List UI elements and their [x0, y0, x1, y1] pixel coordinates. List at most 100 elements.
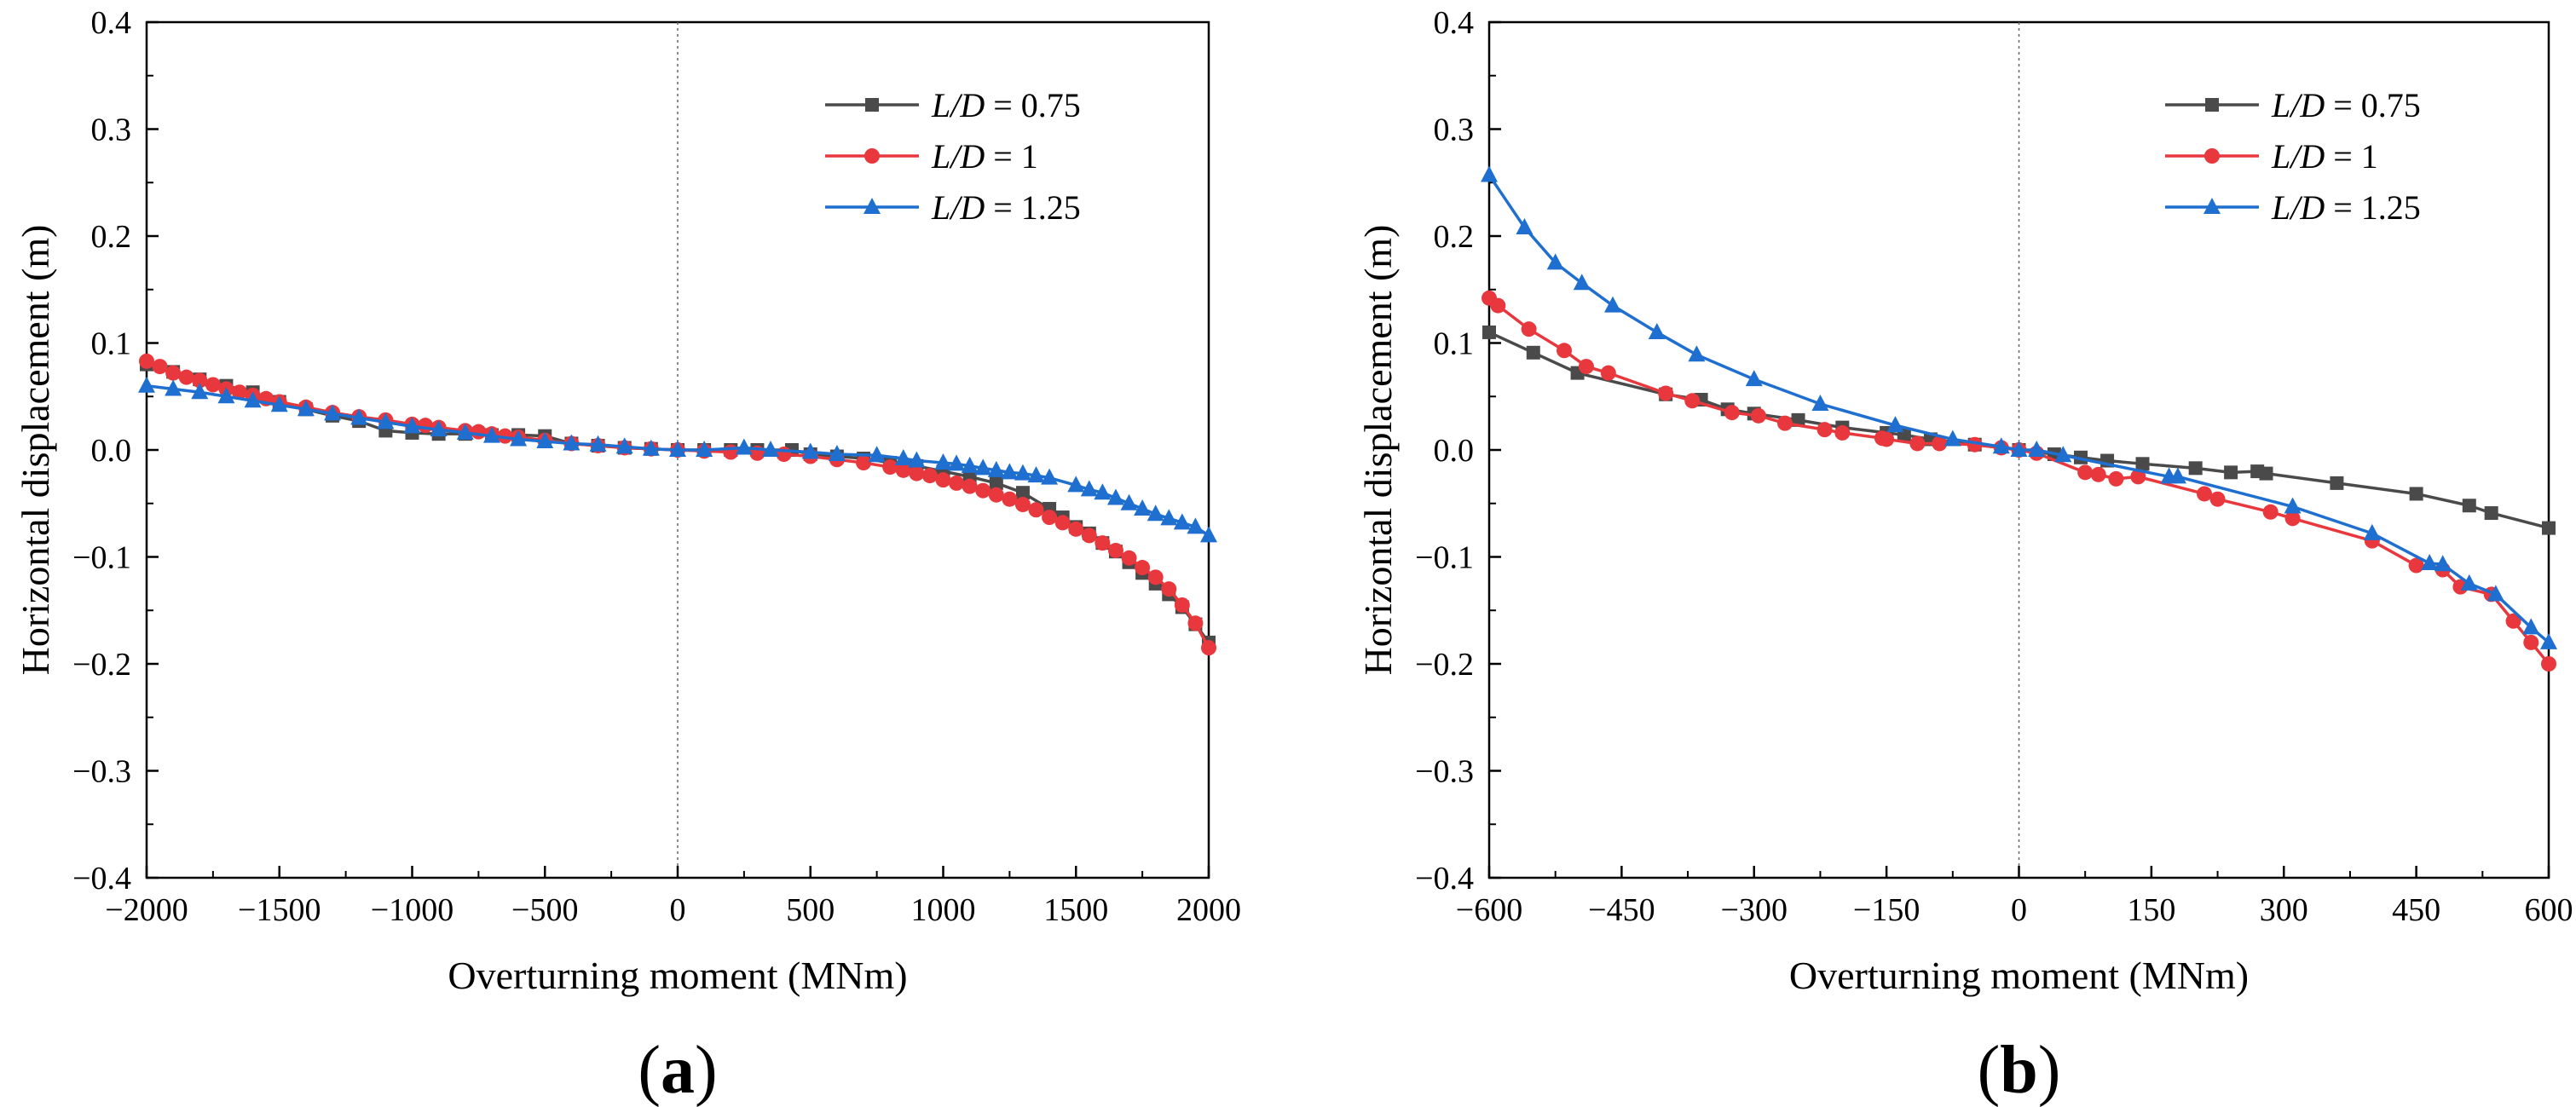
x-tick-label: −1500 — [238, 892, 321, 928]
data-point — [1027, 466, 1045, 483]
data-point — [232, 384, 248, 401]
data-point — [988, 487, 1004, 503]
data-point — [2486, 585, 2504, 602]
data-point — [497, 428, 513, 444]
x-tick-label: 500 — [786, 892, 835, 928]
y-tick-label: −0.3 — [72, 754, 131, 790]
data-point — [2108, 470, 2124, 487]
data-point — [696, 441, 713, 457]
legend-label-variable: L/D — [2271, 137, 2325, 176]
data-point — [2090, 466, 2106, 482]
data-point — [2434, 555, 2452, 572]
y-tick-label: 0.0 — [91, 433, 132, 469]
data-point — [2363, 523, 2381, 540]
data-point — [1834, 424, 1851, 441]
legend: L/D = 0.75L/D = 1L/D = 1.25 — [825, 86, 1081, 227]
data-point — [1146, 504, 1164, 522]
legend-marker — [2203, 198, 2221, 214]
legend-label: L/D = 1.25 — [2271, 188, 2421, 227]
data-point — [2259, 466, 2273, 481]
y-tick-label: −0.1 — [72, 540, 131, 576]
legend-label-variable: L/D — [931, 86, 985, 124]
x-axis-title: Overturning moment (MNm) — [1789, 954, 2249, 997]
data-point — [1879, 431, 1895, 447]
data-point — [2054, 446, 2072, 463]
data-point — [1490, 297, 1506, 314]
data-point — [1557, 343, 1573, 359]
data-point — [1187, 615, 1204, 631]
data-point — [1106, 488, 1124, 505]
y-tick-label: 0.1 — [91, 326, 132, 362]
data-point — [178, 369, 194, 385]
data-point — [1816, 422, 1833, 438]
data-point — [471, 424, 487, 440]
x-tick-label: 1000 — [911, 892, 976, 928]
legend-marker — [2204, 148, 2220, 164]
data-point — [801, 442, 819, 459]
data-point — [589, 435, 607, 452]
data-point — [1120, 493, 1138, 510]
panel-a: −2000 −1500 −1000 −500 0 500 1000 1500 2000 −0.4 −… — [14, 5, 1241, 1107]
data-point — [2408, 557, 2424, 574]
data-point — [2169, 467, 2186, 484]
data-point — [1521, 321, 1537, 337]
x-tick-label: −2000 — [105, 892, 188, 928]
y-tick-label: 0.3 — [91, 112, 132, 148]
y-tick-label: −0.2 — [72, 647, 131, 683]
y-tick-label: −0.2 — [1415, 647, 1474, 683]
data-point — [1135, 560, 1151, 576]
x-tick-label: −450 — [1588, 892, 1655, 928]
data-point — [2209, 491, 2226, 507]
legend-label-variable: L/D — [2271, 188, 2325, 227]
data-point — [987, 460, 1005, 477]
data-point — [2409, 487, 2423, 501]
x-tick-label: −150 — [1853, 892, 1920, 928]
y-tick-label: 0.2 — [1434, 219, 1475, 255]
legend-marker — [865, 98, 879, 112]
series-triangle — [1481, 165, 2557, 649]
data-point — [1068, 521, 1084, 537]
x-tick-label: −500 — [511, 892, 578, 928]
data-point — [1750, 407, 1766, 424]
data-point — [418, 418, 434, 434]
data-point — [1886, 416, 1904, 433]
data-point — [1174, 597, 1190, 613]
data-point — [270, 395, 288, 412]
data-point — [297, 400, 315, 417]
legend-label: L/D = 1 — [931, 137, 1038, 176]
data-point — [2010, 441, 2028, 457]
series-triangle — [138, 376, 1217, 543]
data-point — [1042, 510, 1058, 526]
legend-label-value: = 1.25 — [985, 188, 1081, 227]
data-point — [1107, 542, 1123, 558]
data-point — [1578, 359, 1594, 375]
data-point — [165, 379, 182, 396]
panel-letter: b — [2000, 1033, 2038, 1107]
data-point — [1015, 486, 1030, 500]
legend: L/D = 0.75L/D = 1L/D = 1.25 — [2165, 86, 2421, 227]
data-point — [974, 458, 992, 476]
data-point — [2522, 618, 2540, 635]
legend-label: L/D = 0.75 — [2271, 86, 2421, 124]
data-point — [165, 365, 182, 381]
data-point — [642, 439, 660, 456]
data-point — [456, 423, 474, 440]
x-tick-label: 450 — [2392, 892, 2440, 928]
data-point — [510, 430, 528, 447]
data-point — [615, 437, 633, 454]
data-point — [244, 391, 262, 408]
legend-marker — [863, 198, 881, 214]
legend-marker — [2205, 98, 2219, 112]
data-point — [2542, 521, 2556, 535]
data-point — [961, 456, 979, 473]
data-point — [1080, 480, 1098, 497]
data-point — [324, 404, 342, 421]
data-point — [2484, 506, 2498, 521]
data-point — [2284, 510, 2301, 527]
data-point — [2077, 464, 2094, 481]
x-tick-label: 300 — [2260, 892, 2308, 928]
y-tick-label: 0.0 — [1434, 433, 1475, 469]
data-point — [882, 459, 898, 476]
data-point — [828, 445, 846, 462]
data-point — [1944, 430, 1961, 447]
